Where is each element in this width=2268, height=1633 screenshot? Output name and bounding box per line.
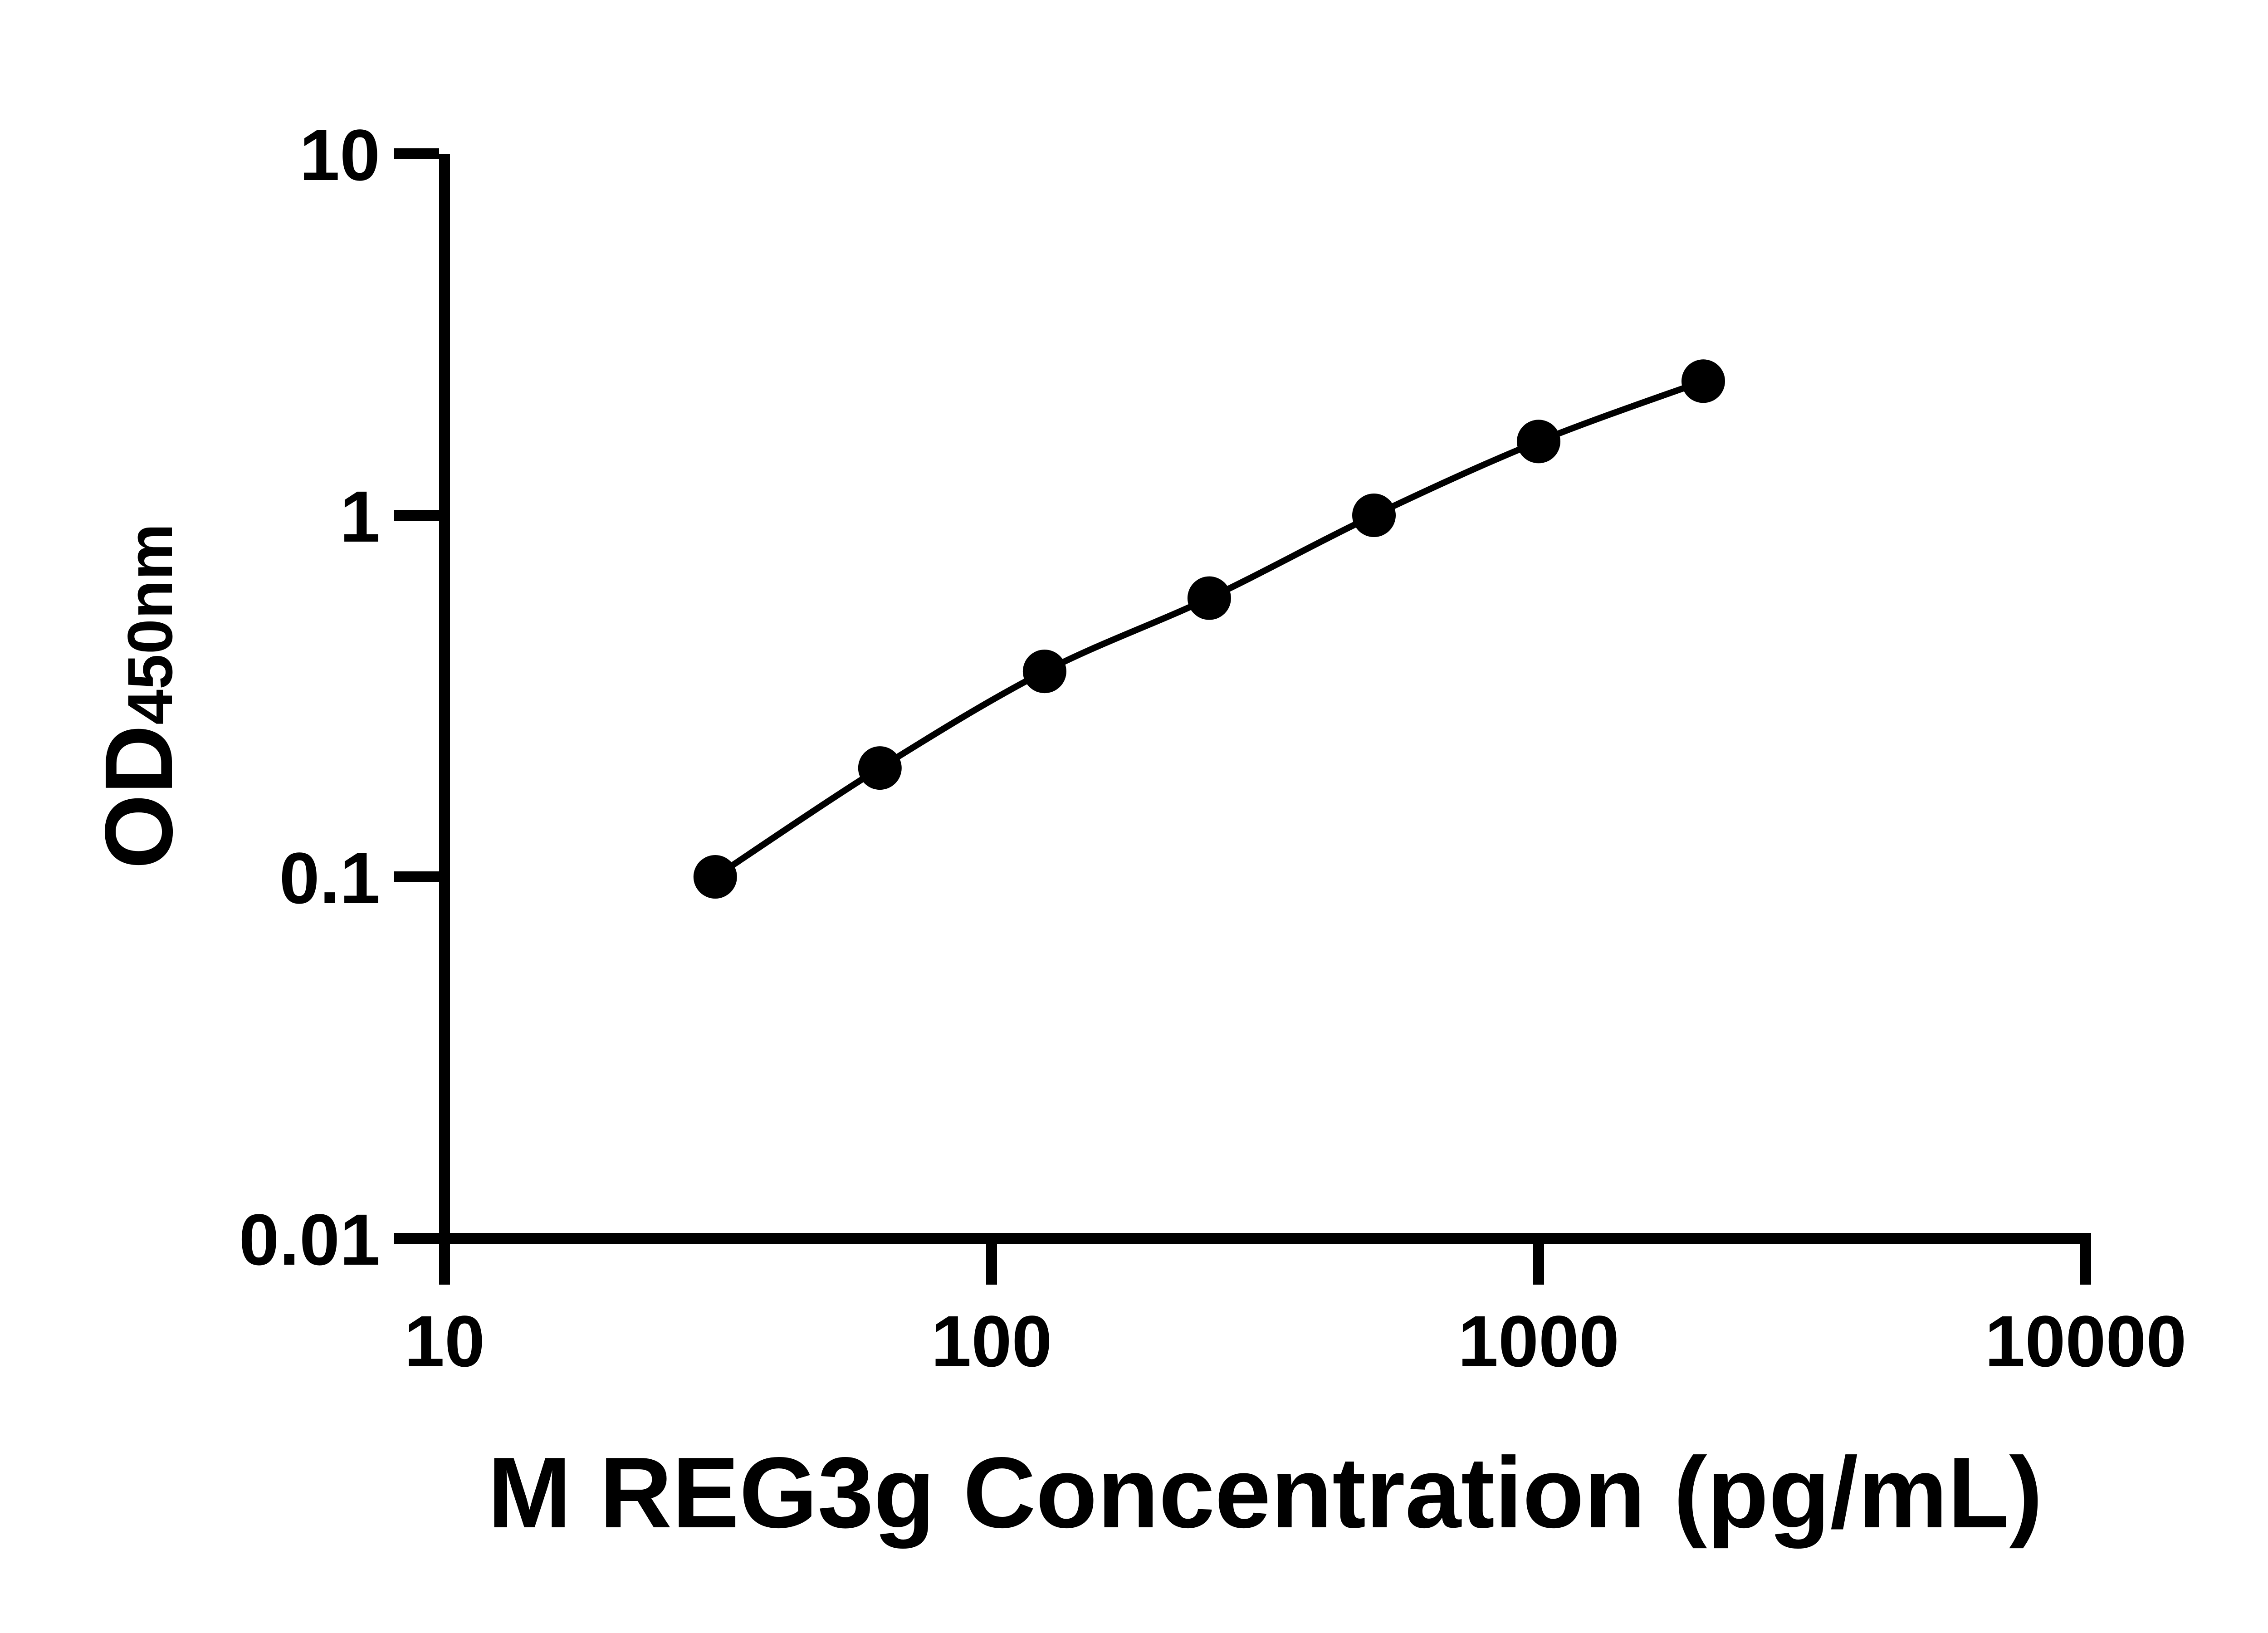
data-point-marker <box>1187 576 1231 620</box>
data-point-marker <box>1352 494 1396 537</box>
x-tick-label: 10 <box>404 1301 485 1382</box>
x-tick-label: 100 <box>931 1301 1052 1382</box>
y-tick-label: 0.01 <box>239 1199 380 1280</box>
x-axis-title: M REG3g Concentration (pg/mL) <box>487 1437 2043 1549</box>
data-point-marker <box>1517 420 1560 464</box>
x-tick-label: 10000 <box>1985 1301 2187 1382</box>
y-axis-title-main: OD <box>85 724 192 869</box>
data-point-marker <box>858 746 902 790</box>
data-point-marker <box>693 855 737 899</box>
y-tick-label: 0.1 <box>279 837 380 919</box>
y-tick-label: 10 <box>299 114 380 196</box>
data-point-marker <box>1022 650 1066 694</box>
data-point-marker <box>1681 359 1725 403</box>
x-tick-label: 1000 <box>1458 1301 1619 1382</box>
y-axis-title: OD450nm <box>85 523 192 869</box>
y-axis-title-subscript: 450nm <box>114 523 186 725</box>
y-tick-label: 1 <box>340 476 380 557</box>
